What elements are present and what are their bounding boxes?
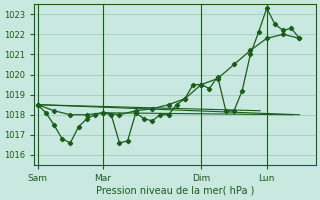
X-axis label: Pression niveau de la mer( hPa ): Pression niveau de la mer( hPa ) xyxy=(96,186,254,196)
